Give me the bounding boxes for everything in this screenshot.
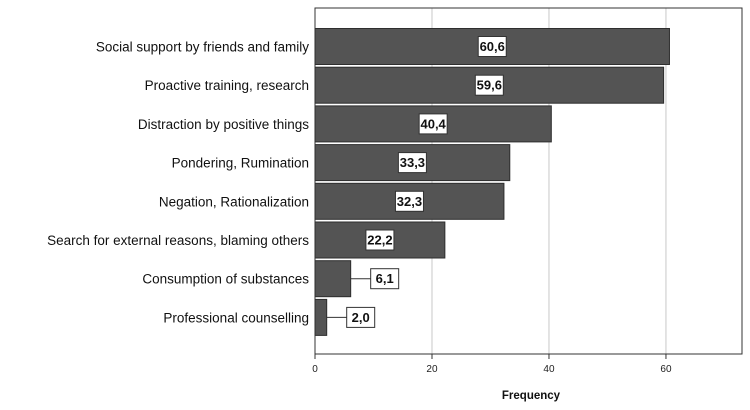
bar bbox=[314, 260, 352, 298]
value-label-box bbox=[370, 268, 400, 290]
value-label: 22,2 bbox=[367, 233, 392, 248]
category-label: Professional counselling bbox=[163, 310, 309, 325]
value-label: 59,6 bbox=[477, 78, 502, 93]
value-label-box bbox=[474, 74, 504, 96]
x-axis-title: Frequency bbox=[502, 390, 561, 402]
category-label: Negation, Rationalization bbox=[159, 194, 309, 209]
value-label: 33,3 bbox=[400, 155, 425, 170]
x-tick-label: 0 bbox=[312, 364, 318, 375]
bars: 60,6 59,6 40,4 33,3 32,3 22,2 6,1 2,0 bbox=[314, 28, 670, 336]
value-label-box bbox=[346, 306, 376, 328]
value-label-box bbox=[477, 36, 507, 57]
bar bbox=[314, 144, 511, 182]
value-label-box bbox=[397, 152, 427, 174]
category-label: Pondering, Rumination bbox=[172, 156, 309, 171]
category-label: Search for external reasons, blaming oth… bbox=[47, 233, 309, 248]
x-tick-label: 60 bbox=[660, 364, 672, 375]
category-label: Consumption of substances bbox=[142, 272, 309, 287]
value-label: 32,3 bbox=[397, 194, 422, 209]
category-label: Proactive training, research bbox=[145, 78, 309, 93]
category-label: Distraction by positive things bbox=[138, 117, 309, 132]
value-label: 6,1 bbox=[376, 271, 394, 286]
value-label: 40,4 bbox=[420, 116, 446, 131]
value-label-box bbox=[418, 113, 448, 135]
value-label-box bbox=[365, 229, 395, 251]
category-labels: Social support by friends and family Proa… bbox=[47, 40, 309, 326]
x-tick-label: 20 bbox=[426, 364, 438, 375]
bar bbox=[314, 221, 446, 259]
value-label: 2,0 bbox=[352, 310, 370, 325]
value-label-box bbox=[394, 190, 424, 212]
bar bbox=[314, 298, 328, 336]
x-tick-label: 40 bbox=[543, 364, 555, 375]
value-label: 60,6 bbox=[480, 39, 505, 54]
category-label: Social support by friends and family bbox=[96, 40, 309, 55]
x-axis-ticks: 0 20 40 60 bbox=[312, 354, 672, 375]
